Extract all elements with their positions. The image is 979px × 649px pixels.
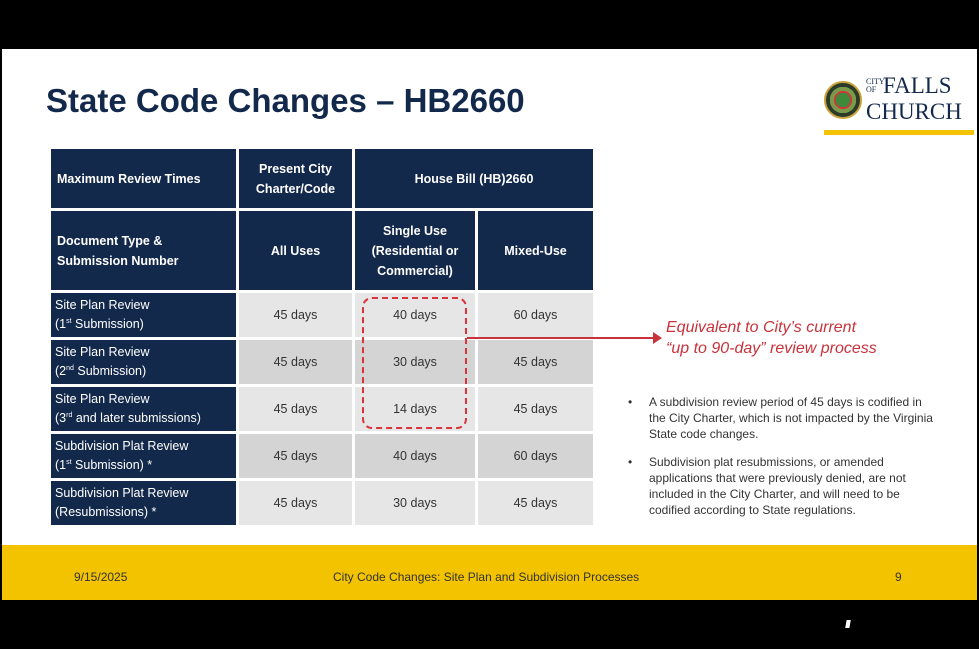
cell-value: 45 days <box>239 387 352 431</box>
slide-footer: 9/15/2025 City Code Changes: Site Plan a… <box>2 545 977 600</box>
row-label: Site Plan Review (3rd and later submissio… <box>51 387 236 431</box>
row-label: Subdivision Plat Review (Resubmissions) * <box>51 481 236 525</box>
mouse-cursor-icon <box>845 620 851 628</box>
page-number: 9 <box>895 570 902 584</box>
table-row: Subdivision Plat Review (Resubmissions) *… <box>51 481 593 525</box>
row-label-sub: (1 <box>55 458 67 472</box>
cell-value: 45 days <box>239 434 352 478</box>
city-seal-icon <box>824 81 862 119</box>
row-label-title: Site Plan Review <box>55 392 150 406</box>
row-label-title: Site Plan Review <box>55 345 150 359</box>
header-all-uses: All Uses <box>239 211 352 290</box>
note-item: Subdivision plat resubmissions, or amend… <box>625 454 935 518</box>
row-label-sub: (3 <box>55 411 67 425</box>
header-hb2660: House Bill (HB)2660 <box>355 149 593 208</box>
row-label-sup: rd <box>66 411 73 419</box>
callout-line: “up to 90-day” review process <box>666 340 877 357</box>
header-present-code: Present City Charter/Code <box>239 149 352 208</box>
row-label-sub: and later submissions) <box>72 411 201 425</box>
row-label-sub: (Resubmissions) * <box>55 505 157 519</box>
row-label-title: Subdivision Plat Review <box>55 439 189 453</box>
header-single-use: Single Use (Residential or Commercial) <box>355 211 475 290</box>
slide: State Code Changes – HB2660 CITY OF FALL… <box>2 49 977 600</box>
footer-title: City Code Changes: Site Plan and Subdivi… <box>333 570 640 584</box>
cell-value: 30 days <box>355 481 475 525</box>
callout-line: Equivalent to City’s current <box>666 319 857 336</box>
cell-value: 60 days <box>478 293 593 337</box>
cell-value: 45 days <box>478 387 593 431</box>
row-label: Site Plan Review (1st Submission) <box>51 293 236 337</box>
row-label-title: Site Plan Review <box>55 298 150 312</box>
row-label-sub: (2 <box>55 364 67 378</box>
row-label-sub: Submission) <box>71 317 144 331</box>
review-times-table: Maximum Review Times Present City Charte… <box>48 146 596 528</box>
header-mixed-use: Mixed-Use <box>478 211 593 290</box>
row-label: Site Plan Review (2nd Submission) <box>51 340 236 384</box>
note-item: A subdivision review period of 45 days i… <box>625 394 935 442</box>
cell-value: 30 days <box>355 340 475 384</box>
table-row: Site Plan Review (1st Submission) 45 days 4… <box>51 293 593 337</box>
cell-value: 40 days <box>355 434 475 478</box>
cell-value: 45 days <box>478 481 593 525</box>
callout-text: Equivalent to City’s current “up to 90-d… <box>666 317 877 359</box>
cell-value: 45 days <box>239 340 352 384</box>
cell-value: 45 days <box>239 481 352 525</box>
logo-church: CHURCH <box>866 99 962 124</box>
header-doc-type: Document Type & Submission Number <box>51 211 236 290</box>
logo-underline <box>824 130 974 135</box>
falls-church-logo: CITY OF FALLS CHURCH <box>824 73 974 139</box>
cell-value: 40 days <box>355 293 475 337</box>
row-label-sup: nd <box>66 364 74 372</box>
notes-list: A subdivision review period of 45 days i… <box>625 394 935 530</box>
slide-title: State Code Changes – HB2660 <box>46 82 525 119</box>
highlight-box <box>362 297 467 429</box>
footer-date: 9/15/2025 <box>74 570 128 584</box>
table-row: Subdivision Plat Review (1st Submission) … <box>51 434 593 478</box>
table-row: Site Plan Review (3rd and later submissio… <box>51 387 593 431</box>
row-label-sup: st <box>66 458 72 466</box>
row-label-sup: st <box>66 317 72 325</box>
table-row: Site Plan Review (2nd Submission) 45 days 3… <box>51 340 593 384</box>
logo-city: CITY OF <box>866 77 885 94</box>
logo-falls: FALLS <box>883 73 952 98</box>
row-label: Subdivision Plat Review (1st Submission) … <box>51 434 236 478</box>
row-label-sub: Submission) * <box>71 458 153 472</box>
cell-value: 45 days <box>239 293 352 337</box>
cell-value: 60 days <box>478 434 593 478</box>
row-label-sub: Submission) <box>73 364 147 378</box>
header-max-review: Maximum Review Times <box>51 149 236 208</box>
cell-value: 45 days <box>478 340 593 384</box>
cell-value: 14 days <box>355 387 475 431</box>
callout-arrow <box>467 337 655 339</box>
row-label-sub: (1 <box>55 317 67 331</box>
row-label-title: Subdivision Plat Review <box>55 486 189 500</box>
arrowhead-icon <box>653 332 662 344</box>
